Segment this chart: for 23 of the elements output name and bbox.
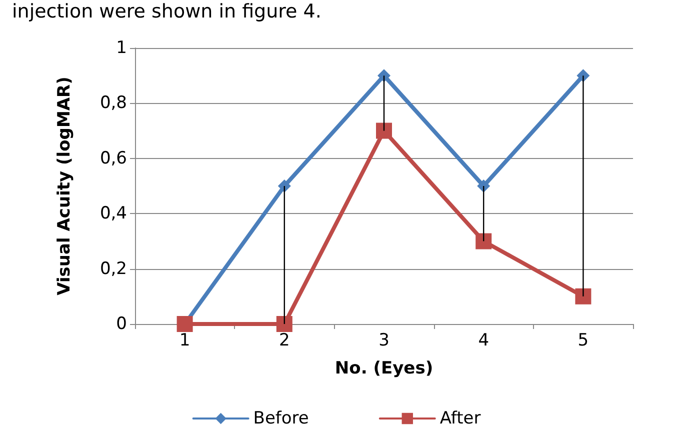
y-tick-label: 0 — [116, 314, 127, 334]
x-axis-title: No. (Eyes) — [334, 358, 434, 378]
y-tick-label: 0,6 — [100, 148, 127, 168]
x-tick-label: 1 — [179, 330, 190, 350]
y-tick-label: 1 — [116, 38, 127, 58]
y-axis-title: Visual Acuity (logMAR) — [54, 76, 74, 296]
x-tick-label: 4 — [478, 330, 490, 350]
point — [476, 233, 492, 250]
point — [477, 180, 490, 192]
x-tick-label: 2 — [278, 330, 290, 350]
point — [378, 69, 390, 82]
text: injection were shown in figure 4. — [12, 0, 322, 22]
point — [376, 122, 392, 139]
legend-label: Before — [253, 408, 309, 428]
point — [278, 180, 291, 192]
x-tick-label: 5 — [578, 330, 589, 350]
legend-label: After — [440, 408, 481, 428]
point — [276, 316, 292, 332]
x-tick-label: 3 — [378, 330, 390, 350]
y-tick-label: 0,4 — [100, 204, 127, 224]
point — [575, 288, 592, 304]
y-tick-label: 0,2 — [100, 258, 127, 279]
y-tick-label: 0,8 — [100, 93, 127, 114]
